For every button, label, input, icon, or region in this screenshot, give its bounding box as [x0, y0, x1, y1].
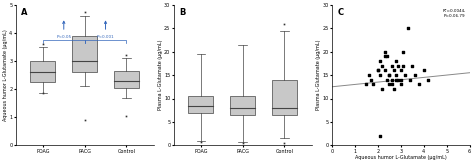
Point — [392, 74, 400, 76]
Point — [374, 69, 382, 72]
Point — [383, 78, 391, 81]
Y-axis label: Plasma L-Glutamate (µg/mL): Plasma L-Glutamate (µg/mL) — [158, 40, 163, 110]
Point — [381, 55, 389, 58]
Point — [379, 88, 386, 90]
Point — [397, 78, 405, 81]
Point — [385, 83, 393, 86]
Point — [411, 74, 419, 76]
Point — [365, 74, 373, 76]
Point — [390, 88, 398, 90]
Bar — [189, 96, 213, 113]
Text: A: A — [21, 8, 28, 17]
Point — [388, 64, 395, 67]
Text: P<0.001: P<0.001 — [97, 35, 114, 39]
Bar — [30, 61, 55, 82]
Text: P<0.05: P<0.05 — [56, 35, 72, 39]
Point — [385, 74, 393, 76]
Bar — [230, 96, 255, 115]
Point — [399, 50, 407, 53]
Point — [395, 64, 402, 67]
Point — [397, 69, 405, 72]
Point — [425, 78, 432, 81]
Point — [363, 83, 370, 86]
Point — [388, 83, 395, 86]
Point — [376, 135, 384, 137]
Bar — [272, 80, 297, 115]
Point — [401, 74, 409, 76]
Point — [376, 60, 384, 62]
Point — [406, 78, 414, 81]
Point — [392, 78, 400, 81]
Point — [367, 78, 375, 81]
Point — [381, 50, 389, 53]
Point — [415, 83, 423, 86]
Point — [374, 69, 382, 72]
Text: C: C — [337, 8, 344, 17]
Point — [381, 69, 389, 72]
Text: R²=0.0044,
P=0.06.79: R²=0.0044, P=0.06.79 — [442, 9, 465, 18]
Point — [379, 64, 386, 67]
Point — [392, 60, 400, 62]
Point — [404, 27, 411, 30]
Point — [383, 55, 391, 58]
Bar — [114, 71, 139, 88]
Point — [420, 69, 428, 72]
Y-axis label: Aqueous humor L-Glutamate (µg/mL): Aqueous humor L-Glutamate (µg/mL) — [3, 29, 8, 121]
Point — [399, 64, 407, 67]
Point — [388, 78, 395, 81]
Text: B: B — [179, 8, 186, 17]
Point — [409, 64, 416, 67]
Point — [395, 78, 402, 81]
Bar — [72, 36, 97, 72]
X-axis label: Aqueous humor L-Glutamate (µg/mL): Aqueous humor L-Glutamate (µg/mL) — [355, 155, 447, 160]
Point — [376, 74, 384, 76]
Point — [397, 83, 405, 86]
Y-axis label: Plasma L-Glutamate (µg/mL): Plasma L-Glutamate (µg/mL) — [316, 40, 321, 110]
Point — [390, 69, 398, 72]
Point — [369, 83, 377, 86]
Point — [385, 74, 393, 76]
